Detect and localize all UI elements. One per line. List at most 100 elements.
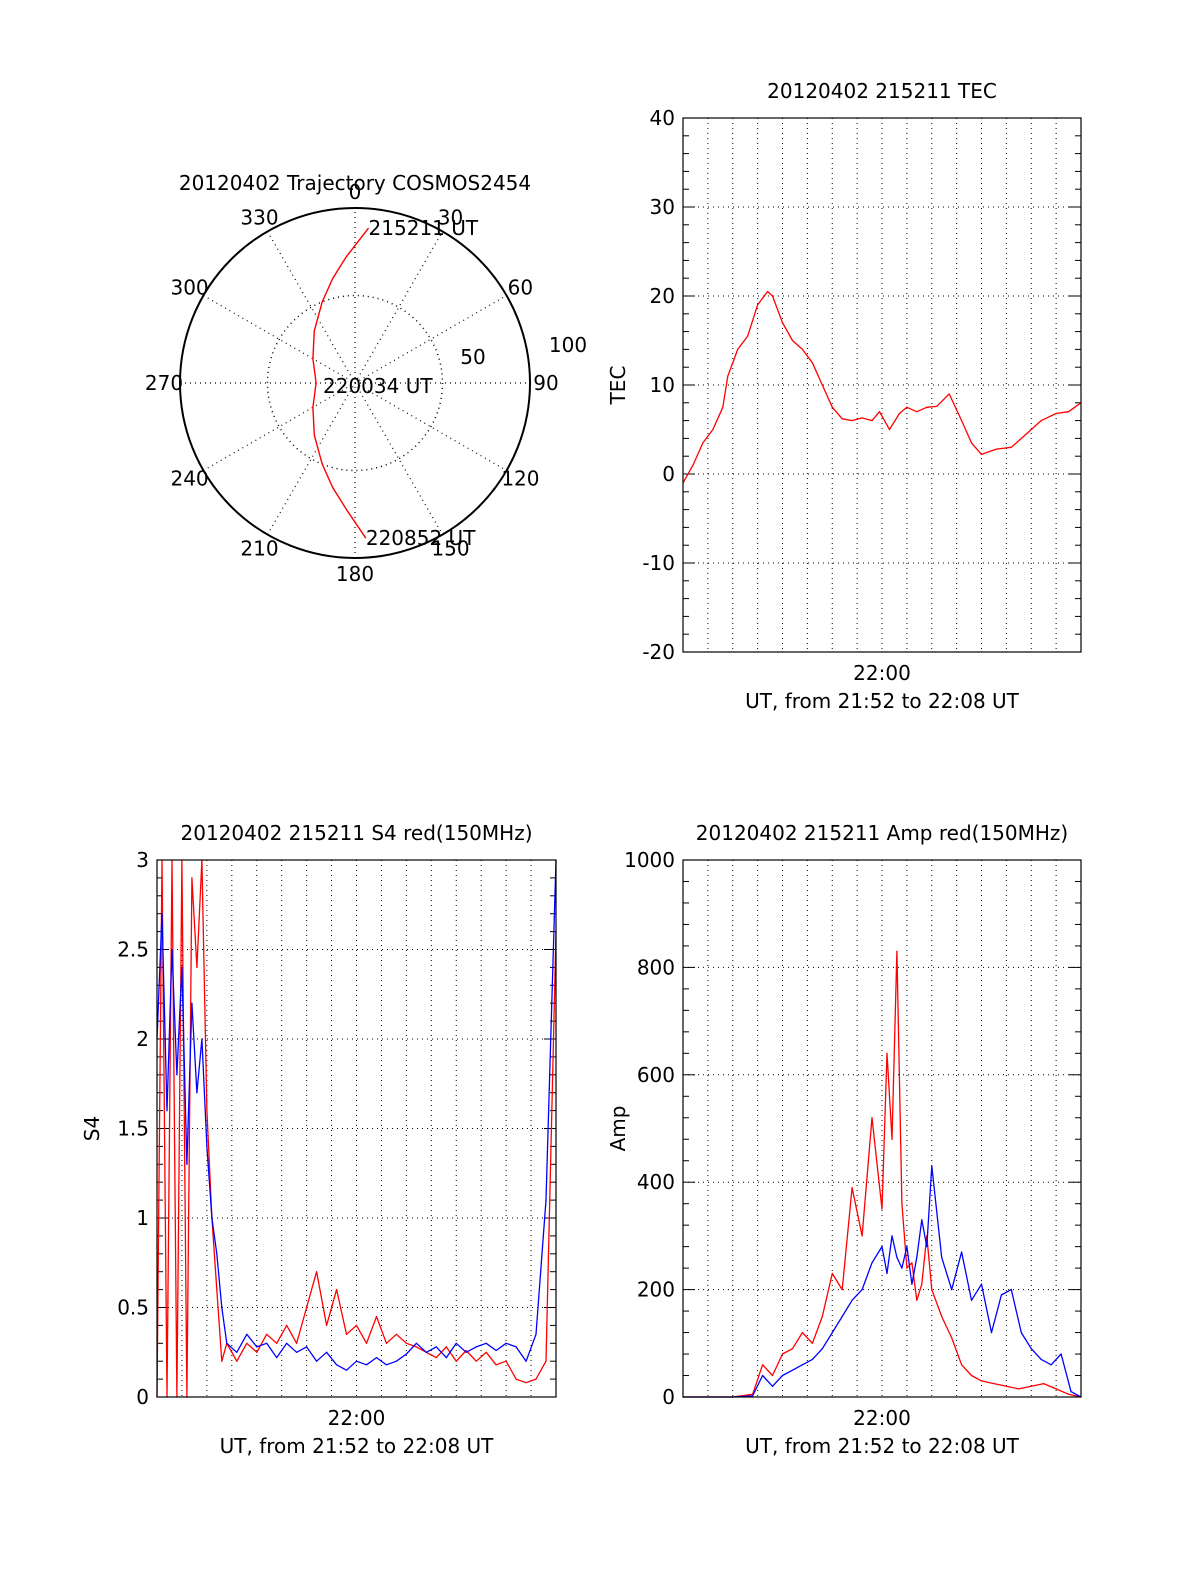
amp-data-point: [841, 1315, 843, 1318]
tec-data-point: [747, 335, 749, 337]
amp-ylabel: Amp: [606, 1106, 630, 1152]
amp-data-point: [990, 1331, 993, 1334]
tec-data-point: [936, 405, 938, 407]
tec-data-point: [926, 406, 928, 408]
amp-data-point: [771, 1385, 774, 1387]
tec-data-point: [692, 464, 694, 466]
amp-data-point: [980, 1283, 983, 1285]
s4-data-point: [545, 1360, 547, 1362]
amp-data-point: [1055, 1388, 1057, 1390]
amp-data-point: [886, 1272, 888, 1275]
amp-data-point: [851, 1299, 853, 1301]
amp-data-point: [851, 1186, 853, 1189]
amp-data-point: [1018, 1388, 1020, 1390]
s4-data-point: [445, 1346, 447, 1348]
s4-data-point: [161, 913, 163, 915]
polar-angle-label: 60: [508, 276, 533, 300]
s4-data-point: [415, 1346, 417, 1348]
s4-data-point: [345, 1369, 348, 1371]
s4-ytick-label: 2: [136, 1027, 149, 1051]
tec-data-point: [841, 418, 843, 420]
s4-data-point: [385, 1364, 388, 1366]
amp-data-point: [831, 1272, 833, 1275]
tec-data-point: [1055, 412, 1057, 415]
amp-data-point: [941, 1256, 943, 1258]
amp-data-point: [961, 1364, 963, 1366]
polar-angle-label: 30: [438, 206, 463, 230]
amp-data-point: [916, 1256, 918, 1258]
polar-time-annotation: 215211 UT: [369, 216, 479, 240]
polar-angle-label: 90: [533, 371, 558, 395]
amp-data-point: [1000, 1294, 1003, 1296]
s4-data-point: [395, 1333, 397, 1335]
s4-data-point: [246, 1342, 248, 1344]
s4-data-point: [196, 1092, 198, 1094]
amp-xtick-label: 22:00: [853, 1406, 911, 1430]
s4-data-point: [455, 1342, 457, 1344]
s4-data-point: [306, 1306, 308, 1309]
s4-data-point: [196, 966, 198, 969]
s4-data-point: [415, 1342, 417, 1344]
s4-chart: 0 0.5 1 1.5 2 2.5 3 22:00 UT, from 21:52 to 22:0…: [80, 821, 557, 1458]
s4-data-point: [505, 1360, 507, 1362]
tec-data-point: [727, 375, 729, 377]
s4-data-point: [221, 1306, 223, 1309]
s4-data-point: [236, 1351, 238, 1353]
amp-title: 20120402 215211 Amp red(150MHz): [696, 821, 1068, 845]
tec-data-point: [906, 406, 908, 408]
amp-data-point: [1067, 1393, 1070, 1395]
amp-data-point: [811, 1358, 813, 1361]
tec-data-point: [1040, 420, 1042, 422]
tec-ytick-label: 40: [650, 106, 675, 130]
polar-angle-label: 270: [145, 371, 183, 395]
s4-data-point: [181, 966, 183, 969]
s4-ytick-label: 1: [136, 1206, 149, 1230]
s4-data-point: [276, 1342, 278, 1344]
tec-data-point: [871, 420, 873, 422]
s4-data-point: [445, 1357, 447, 1359]
polar-angle-label: 300: [170, 276, 208, 300]
tec-ytick-label: 0: [662, 462, 675, 486]
amp-data-point: [931, 1165, 933, 1167]
s4-data-point: [525, 1360, 527, 1362]
amp-chart: 0 200 400 600 800 1000 22:00 UT, from 21:52 to …: [606, 821, 1082, 1458]
s4-data-point: [216, 1253, 218, 1255]
amp-data-point: [762, 1364, 764, 1366]
tec-axes-frame: [682, 117, 1082, 653]
tec-data-point: [757, 304, 759, 306]
amp-data-point: [896, 950, 898, 952]
amp-data-point: [926, 1246, 928, 1248]
s4-ytick-label: 2.5: [117, 938, 149, 962]
s4-data-point: [296, 1342, 298, 1344]
s4-data-point: [465, 1351, 467, 1353]
tec-data-point: [948, 393, 950, 395]
polar-angle-label: 330: [240, 206, 278, 230]
amp-data-point: [861, 1235, 863, 1237]
s4-data-point: [325, 1324, 328, 1326]
tec-data-point: [888, 428, 891, 431]
s4-data-point: [191, 1002, 193, 1004]
tec-ytick-label: -20: [642, 640, 675, 664]
amp-data-point: [1030, 1385, 1032, 1387]
s4-xtick-label: 22:00: [328, 1406, 386, 1430]
amp-data-point: [941, 1315, 943, 1318]
amp-data-point: [752, 1395, 754, 1397]
amp-data-point: [821, 1348, 823, 1350]
polar-angle-label: 240: [170, 467, 208, 491]
s4-data-point: [365, 1342, 368, 1344]
s4-data-point: [505, 1342, 507, 1344]
amp-data-point: [831, 1331, 833, 1334]
s4-data-point: [515, 1346, 517, 1348]
s4-data-point: [276, 1357, 278, 1359]
s4-data-point: [266, 1342, 268, 1344]
s4-data-point: [286, 1342, 288, 1344]
s4-title: 20120402 215211 S4 red(150MHz): [181, 821, 533, 845]
amp-data-point: [951, 1289, 953, 1291]
amp-data-point: [801, 1364, 804, 1366]
amp-data-point: [911, 1262, 913, 1264]
tec-ytick-label: 10: [650, 373, 675, 397]
s4-data-point: [171, 948, 173, 951]
s4-data-point: [425, 1351, 427, 1353]
s4-ytick-label: 1.5: [117, 1117, 149, 1141]
